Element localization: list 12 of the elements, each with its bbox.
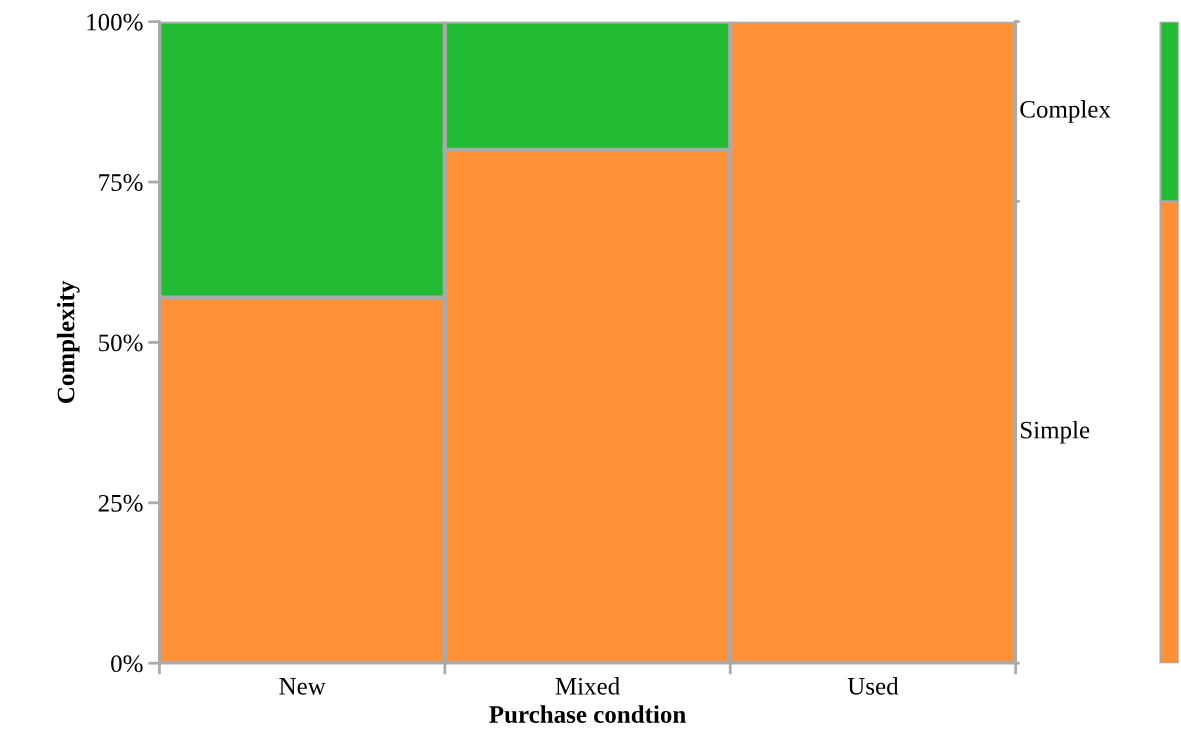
series-label: Complex: [1020, 100, 1111, 123]
text: Simple: [1020, 420, 1090, 444]
x-axis-title: Purchase condtion: [489, 705, 686, 723]
x-tick-label: Used: [847, 677, 899, 695]
y-tick-label: 75%: [99, 174, 143, 192]
y-tick-label: 50%: [99, 334, 143, 352]
x-tick-label: New: [279, 678, 326, 695]
y-axis-title: Complexity: [56, 280, 80, 403]
x-tick-label: Mixed: [555, 677, 620, 695]
y-tick-label: 25%: [98, 494, 143, 512]
y-tick-label: 100%: [87, 13, 143, 31]
y-tick-label: 0%: [111, 655, 143, 673]
